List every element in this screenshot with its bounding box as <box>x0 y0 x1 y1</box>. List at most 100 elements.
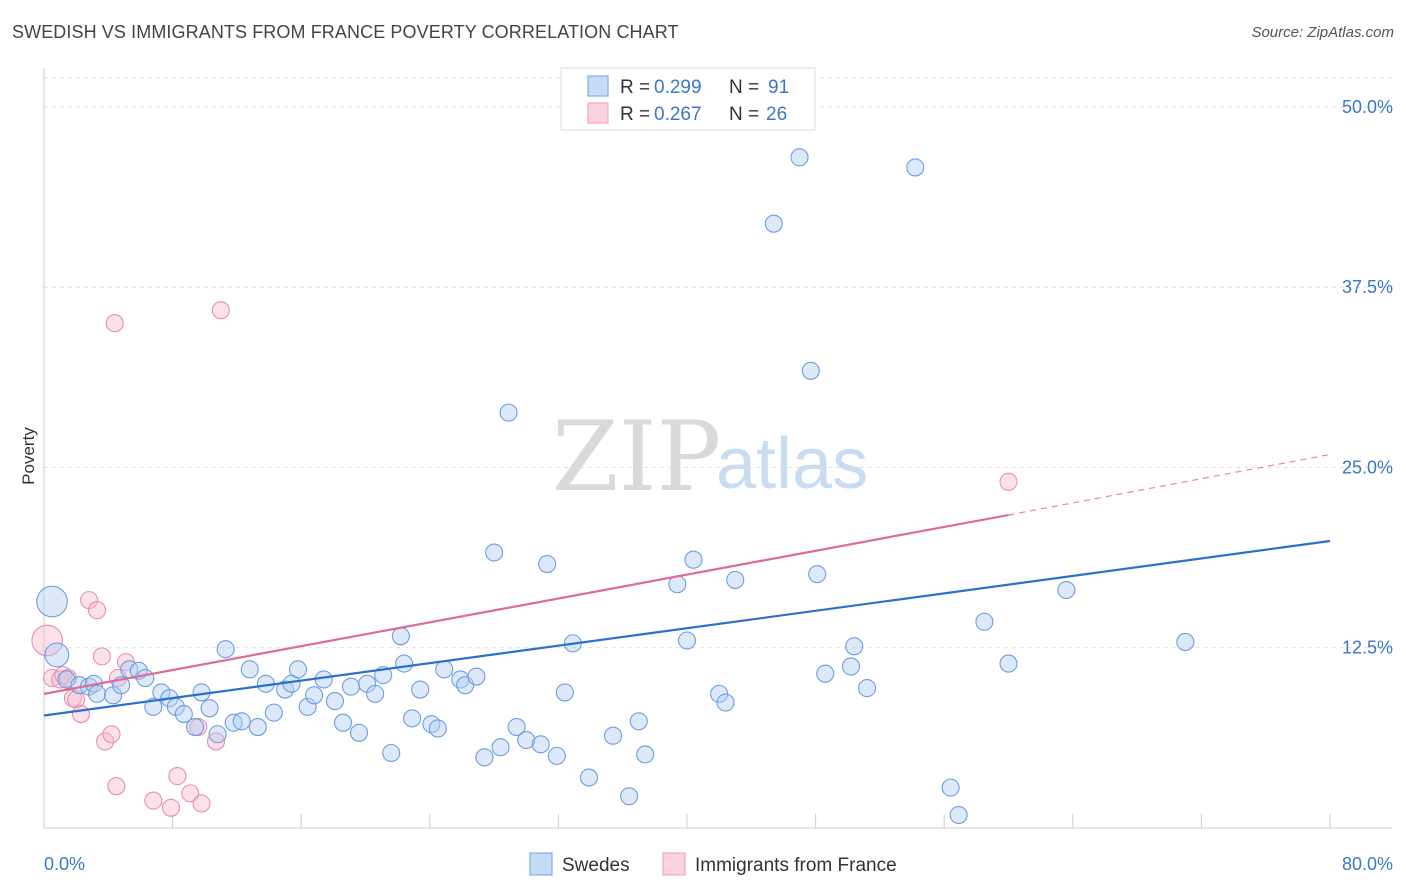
swedes-point <box>941 778 960 797</box>
swedes-point <box>491 738 510 757</box>
swedes-point <box>264 703 283 722</box>
trend-line-swedes <box>43 539 1331 717</box>
swedes-point <box>808 565 827 584</box>
france-point <box>107 777 126 796</box>
swedes-point <box>350 723 369 742</box>
swedes-point <box>620 787 639 806</box>
swedes-point <box>325 692 345 711</box>
swedes-point <box>248 717 267 737</box>
legend-r-swedes: 0.299 <box>654 77 702 98</box>
swedes-point <box>801 361 820 380</box>
x-tick-label: 0.0% <box>44 854 85 874</box>
swedes-point <box>949 805 968 825</box>
swedes-point <box>395 654 414 673</box>
swedes-point <box>684 550 703 569</box>
swedes-point <box>288 660 308 679</box>
france-point <box>87 601 107 620</box>
y-axis-label: Poverty <box>19 427 38 485</box>
y-tick-label: 12.5% <box>1342 638 1393 658</box>
swedes-point <box>764 214 783 233</box>
swedes-point <box>136 668 155 688</box>
swedes-point <box>87 684 107 703</box>
swedes-point <box>857 679 877 698</box>
france-point <box>105 314 124 333</box>
swedes-point <box>547 746 566 765</box>
y-tick-label: 37.5% <box>1342 277 1393 297</box>
france-point <box>206 732 226 751</box>
swedes-point <box>435 660 454 679</box>
swedes-point <box>1057 580 1076 600</box>
swedes-point <box>841 657 861 676</box>
swedes-point <box>845 637 864 656</box>
swedes-point <box>144 697 163 716</box>
swedes-point <box>579 768 598 787</box>
france-point <box>67 690 86 709</box>
x-tick-label: 80.0% <box>1342 854 1393 874</box>
swedes-point <box>677 631 697 650</box>
swedes-point <box>403 709 422 728</box>
legend-r-label-france: R = <box>620 104 650 125</box>
france-point <box>71 705 91 724</box>
swedes-point <box>716 693 735 712</box>
swedes-point <box>208 725 227 744</box>
swedes-point <box>517 730 536 750</box>
swedes-point <box>298 697 317 716</box>
swedes-point <box>485 543 504 562</box>
swedes-point <box>366 684 385 703</box>
bottom-legend-swatch-swedes <box>529 852 553 876</box>
swedes-point <box>636 745 655 764</box>
bottom-legend-label-france: Immigrants from France <box>695 855 897 876</box>
trend-line-france <box>43 513 1009 695</box>
swedes-point <box>999 654 1018 673</box>
france-point <box>999 472 1018 491</box>
swedes-point <box>555 683 574 702</box>
legend-r-france: 0.267 <box>654 104 702 125</box>
france-point <box>144 791 163 810</box>
legend-n-france: 26 <box>766 104 787 125</box>
watermark-atlas: atlas <box>716 424 868 504</box>
swedes-point <box>475 748 494 767</box>
france-point <box>168 767 187 786</box>
swedes-point <box>186 717 205 737</box>
france-point <box>192 794 211 813</box>
axes <box>43 68 1392 829</box>
swedes-point <box>906 158 925 177</box>
swedes-point <box>499 403 518 422</box>
swedes-point <box>411 680 430 699</box>
watermark-zip: ZIP <box>552 401 721 513</box>
legend-n-swedes: 91 <box>768 77 789 98</box>
series-swedes-points <box>36 148 1195 825</box>
legend-swatch-swedes <box>587 75 609 97</box>
france-point <box>211 301 230 320</box>
trend-line-france-extension <box>1008 453 1331 516</box>
swedes-point <box>629 712 648 731</box>
series-legend: Swedes Immigrants from France <box>529 852 897 876</box>
france-point <box>102 725 121 744</box>
swedes-point <box>467 667 486 686</box>
legend-n-label-swedes: N = <box>729 77 759 98</box>
swedes-point <box>341 677 361 696</box>
legend-swatch-france <box>587 102 609 124</box>
swedes-point <box>232 712 251 731</box>
swedes-point <box>604 726 623 745</box>
bottom-legend-swatch-france <box>662 852 686 876</box>
swedes-point <box>382 743 401 763</box>
france-point <box>96 732 115 751</box>
y-tick-label: 25.0% <box>1342 457 1393 477</box>
swedes-point <box>1176 632 1195 651</box>
gridlines <box>44 77 1392 649</box>
trend-lines <box>43 453 1331 717</box>
france-point <box>181 784 200 803</box>
swedes-point <box>333 713 353 732</box>
y-tick-label: 50.0% <box>1342 97 1393 117</box>
tick-labels: 12.5% 25.0% 37.5% 50.0% 0.0% 80.0% <box>44 97 1393 874</box>
chart-title: SWEDISH VS IMMIGRANTS FROM FRANCE POVERT… <box>12 22 679 42</box>
france-point <box>31 624 64 657</box>
swedes-point <box>240 660 259 679</box>
swedes-point <box>726 570 745 589</box>
swedes-point <box>174 705 193 724</box>
legend-r-label-swedes: R = <box>620 77 650 98</box>
swedes-point <box>428 719 447 738</box>
stats-legend: R = 0.299 N = 91 R = 0.267 N = 26 <box>560 67 816 131</box>
